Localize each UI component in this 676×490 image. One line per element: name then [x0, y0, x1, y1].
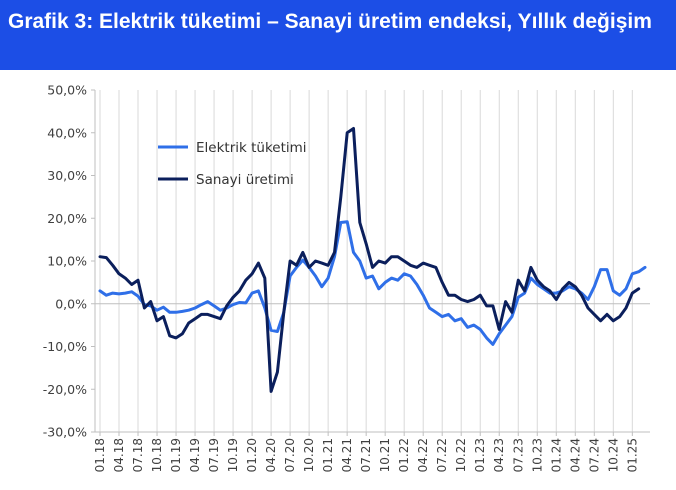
- y-tick-label: -10,0%: [43, 339, 87, 354]
- x-axis-ticks: 01.18 04.18 07.18 10.18 01.19 04.19 07.19 10.19…: [93, 432, 639, 472]
- x-tick-label: 04.20: [264, 438, 278, 472]
- y-tick-label: 10,0%: [47, 254, 87, 269]
- x-tick-label: 01.22: [397, 438, 411, 472]
- x-tick-label: 10.22: [454, 438, 468, 472]
- x-tick-label: 07.20: [283, 438, 297, 472]
- x-tick-label: 10.24: [606, 438, 620, 472]
- series-line-elektrik: [98, 220, 647, 346]
- x-tick-label: 07.19: [207, 438, 221, 472]
- x-tick-label: 10.18: [150, 438, 164, 472]
- series-lines: [98, 127, 647, 393]
- y-tick-label: -30,0%: [43, 425, 87, 440]
- grid-lines: [99, 90, 633, 432]
- y-tick-label: 50,0%: [47, 83, 87, 98]
- legend-label-elektrik: Elektrik tüketimi: [196, 140, 307, 156]
- x-tick-label: 04.22: [416, 438, 430, 472]
- x-tick-label: 10.23: [530, 438, 544, 472]
- chart-header: Grafik 3: Elektrik tüketimi – Sanayi üre…: [0, 0, 676, 70]
- y-tick-label: 20,0%: [47, 211, 87, 226]
- x-tick-label: 04.18: [112, 438, 126, 472]
- x-tick-label: 01.21: [321, 438, 335, 472]
- chart-area: -30,0% -20,0% -10,0% 0,0% 10,0% 20,0% 30,0% 40,…: [0, 70, 676, 485]
- x-tick-label: 07.23: [511, 438, 525, 472]
- x-tick-label: 01.18: [93, 438, 107, 472]
- x-tick-label: 04.23: [492, 438, 506, 472]
- line-chart: -30,0% -20,0% -10,0% 0,0% 10,0% 20,0% 30,0% 40,…: [43, 83, 650, 472]
- x-tick-label: 07.18: [131, 438, 145, 472]
- series-line-sanayi: [98, 127, 641, 393]
- x-tick-label: 07.21: [359, 438, 373, 472]
- x-tick-label: 04.19: [188, 438, 202, 472]
- x-tick-label: 01.23: [473, 438, 487, 472]
- y-tick-label: -20,0%: [43, 382, 87, 397]
- y-axis-ticks: -30,0% -20,0% -10,0% 0,0% 10,0% 20,0% 30,0% 40,…: [43, 83, 95, 440]
- chart-title: Grafik 3: Elektrik tüketimi – Sanayi üre…: [8, 10, 652, 33]
- x-tick-label: 07.24: [587, 438, 601, 472]
- legend-label-sanayi: Sanayi üretimi: [196, 172, 294, 188]
- x-tick-label: 04.24: [568, 438, 582, 472]
- x-tick-label: 01.19: [169, 438, 183, 472]
- legend: Elektrik tüketimi Sanayi üretimi: [158, 140, 307, 188]
- x-tick-label: 10.21: [378, 438, 392, 472]
- x-tick-label: 04.21: [340, 438, 354, 472]
- y-tick-label: 30,0%: [47, 168, 87, 183]
- x-tick-label: 01.20: [245, 438, 259, 472]
- x-tick-label: 10.20: [302, 438, 316, 472]
- y-tick-label: 40,0%: [47, 125, 87, 140]
- x-tick-label: 07.22: [435, 438, 449, 472]
- axes: [94, 90, 650, 433]
- x-tick-label: 01.24: [549, 438, 563, 472]
- y-tick-label: 0,0%: [55, 296, 87, 311]
- x-tick-label: 10.19: [226, 438, 240, 472]
- x-tick-label: 01.25: [625, 438, 639, 472]
